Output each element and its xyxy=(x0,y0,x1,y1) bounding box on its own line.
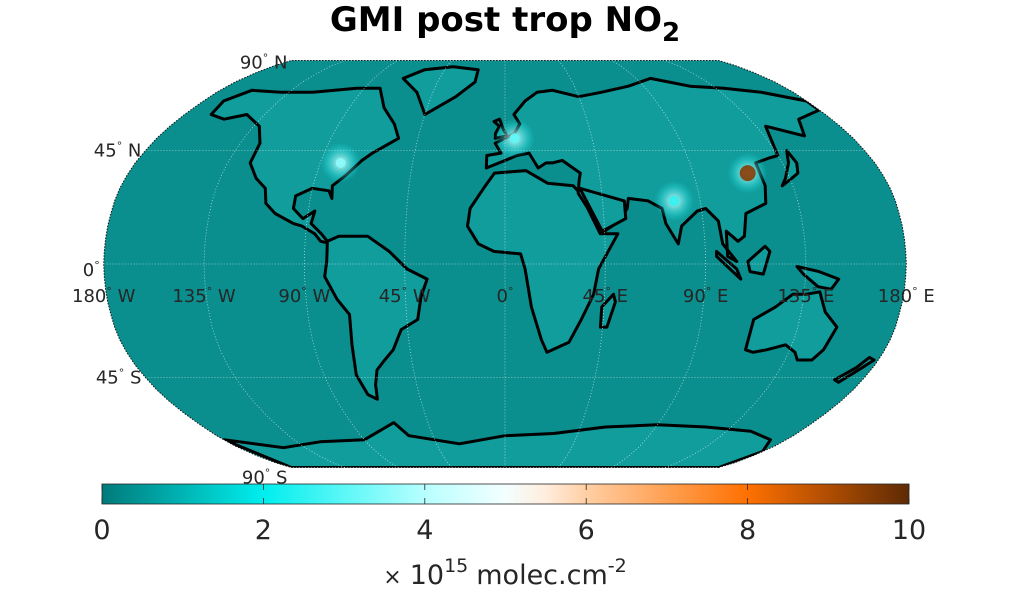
eurasia xyxy=(484,76,821,263)
colorbar-tick-label: 8 xyxy=(739,515,756,546)
colorbar-tick-label: 0 xyxy=(93,515,110,546)
meridian-line xyxy=(203,60,345,468)
units-text: molec.cm xyxy=(476,560,608,591)
lon-label-180e: 180° E xyxy=(878,285,935,307)
map-title: GMI post trop NO2 xyxy=(330,0,680,48)
lat-label-45s: 45° S xyxy=(96,366,142,388)
colorbar-units: × 1015 molec.cm-2 xyxy=(383,555,626,591)
meridian-line xyxy=(404,60,452,468)
title-main: GMI post trop NO xyxy=(330,0,662,40)
lon-label-45e: 45° E xyxy=(583,285,629,307)
indonesia-sumatra xyxy=(715,249,743,281)
continents xyxy=(209,65,876,468)
lat-label-90s: 90° S xyxy=(242,467,288,489)
map-frame xyxy=(103,60,907,468)
longitude-labels: 180° W 135° W 90° W 45° W 0° 45° E 90° E 135° E… xyxy=(72,285,935,307)
hotspots xyxy=(320,118,768,221)
lon-label-180w: 180° W xyxy=(72,285,136,307)
australia xyxy=(744,290,839,362)
latitude-labels: 90° N 45° N 0° 45° S 90° S xyxy=(83,51,288,488)
lat-label-90n: 90° N xyxy=(240,51,288,73)
graticule xyxy=(103,60,907,468)
south-america xyxy=(323,234,429,401)
antarctica xyxy=(222,421,772,468)
greenland xyxy=(401,65,480,116)
colorbar-ticks: 0 2 4 6 8 10 xyxy=(93,484,926,546)
lon-label-90e: 90° E xyxy=(683,285,729,307)
meridian-line xyxy=(611,60,707,468)
hotspot-eastern-usa xyxy=(335,157,346,168)
colorbar-gradient xyxy=(101,483,910,505)
lon-label-45w: 45° W xyxy=(379,285,431,307)
borneo xyxy=(746,244,772,276)
africa xyxy=(466,169,620,354)
arabia-fill xyxy=(578,186,628,233)
lat-label-45n: 45° N xyxy=(94,140,142,162)
new-guinea xyxy=(795,265,841,291)
colorbar-tick-label: 6 xyxy=(578,515,595,546)
hotspot-north-china-plain xyxy=(739,165,756,182)
meridian-line xyxy=(303,60,399,468)
units-base: 10 xyxy=(410,560,444,591)
japan xyxy=(780,149,800,188)
meridian-line xyxy=(558,60,606,468)
north-america xyxy=(209,86,401,246)
units-exponent: 15 xyxy=(444,555,468,577)
colorbar-tick-label: 2 xyxy=(255,515,272,546)
map-interior xyxy=(103,60,907,468)
hotspot-europe xyxy=(509,133,520,144)
title-subscript: 2 xyxy=(662,18,680,48)
lon-label-0: 0° xyxy=(497,285,514,307)
units-exponent-2: -2 xyxy=(608,555,627,577)
hotspot-india xyxy=(669,195,680,206)
lon-label-135e: 135° E xyxy=(777,285,834,307)
meridian-line xyxy=(665,60,807,468)
lon-label-90w: 90° W xyxy=(278,285,330,307)
lon-label-135w: 135° W xyxy=(172,285,236,307)
units-prefix: × xyxy=(383,565,401,590)
colorbar: 0 2 4 6 8 10 × 1015 molec.cm-2 xyxy=(93,483,926,591)
madagascar xyxy=(598,292,617,329)
new-zealand xyxy=(833,355,876,384)
colorbar-tick-label: 4 xyxy=(416,515,433,546)
lat-label-0: 0° xyxy=(83,259,100,281)
map xyxy=(103,60,907,468)
colorbar-tick-label: 10 xyxy=(892,515,926,546)
